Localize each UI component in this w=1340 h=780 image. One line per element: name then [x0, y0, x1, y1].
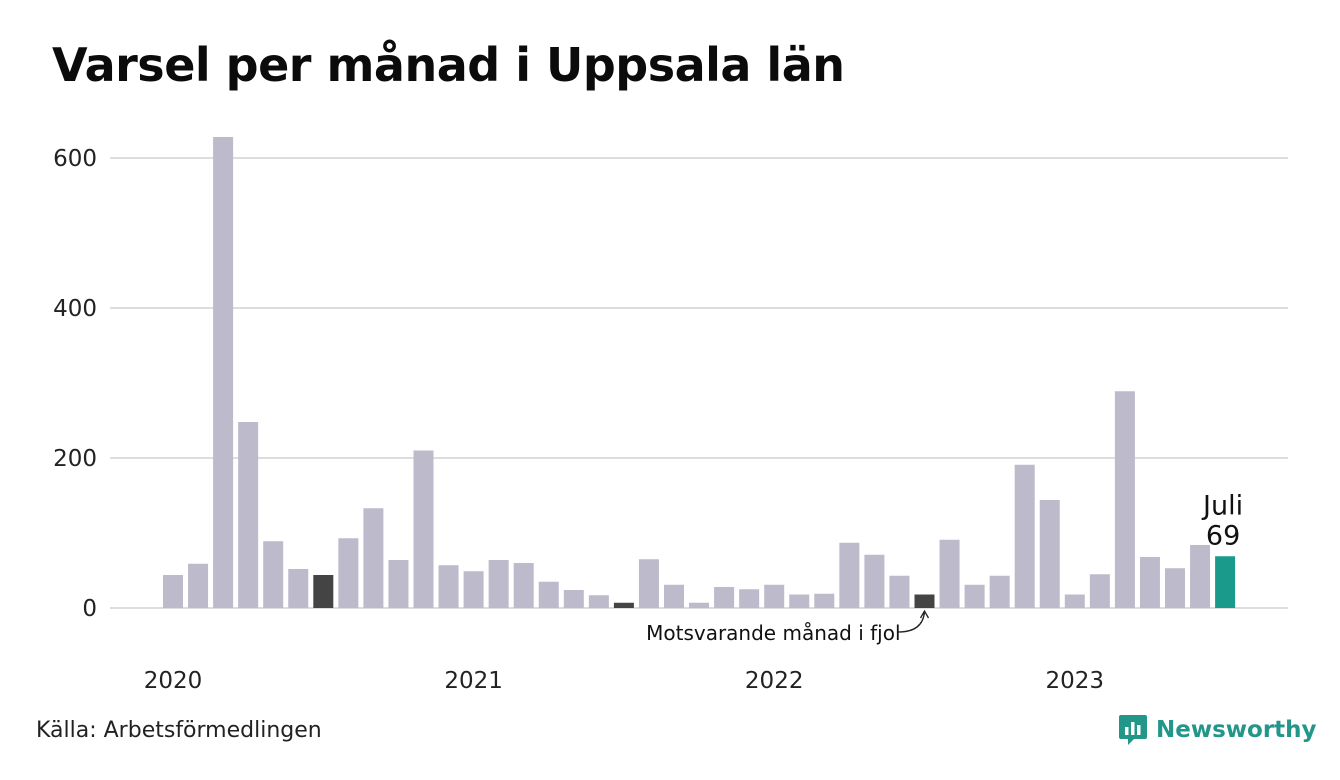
- bar-2020-03: [213, 137, 234, 608]
- bar-2020-02: [188, 563, 209, 608]
- bar-2021-01: [463, 571, 484, 608]
- bar-2023-04: [1139, 557, 1160, 608]
- gridlines: [110, 157, 1288, 609]
- x-year-label: 2020: [144, 668, 203, 694]
- bar-2021-05: [563, 590, 584, 608]
- bar-2022-04: [839, 542, 860, 608]
- bar-2022-07: [914, 594, 935, 608]
- annotation-arrow: [898, 609, 930, 633]
- bar-2020-05: [263, 541, 284, 608]
- bar-2023-06: [1190, 545, 1211, 608]
- bar-2021-02: [488, 560, 509, 608]
- bar-2021-04: [538, 581, 559, 608]
- x-axis-year-labels: 2020 2021 2022 2023: [144, 668, 1104, 694]
- bar-2021-11: [714, 587, 735, 608]
- bar-2021-10: [689, 602, 710, 608]
- bar-2020-01: [163, 575, 183, 608]
- bar-2022-12: [1039, 500, 1060, 608]
- y-tick-label: 0: [82, 596, 97, 622]
- bar-2022-09: [964, 584, 985, 608]
- bar-2022-02: [789, 594, 810, 608]
- bar-chart: 0 200 400 600 2020 2021 2022 2023 Motsvarande …: [53, 137, 1288, 694]
- chart-title: Varsel per månad i Uppsala län: [52, 38, 845, 92]
- bar-2022-10: [989, 575, 1010, 608]
- bar-2020-07: [313, 575, 334, 608]
- brand-logo: Newsworthy: [1118, 713, 1317, 747]
- bar-2020-06: [288, 569, 309, 608]
- bar-2021-08: [638, 559, 659, 608]
- y-tick-label: 200: [53, 446, 97, 472]
- highlight-month-label: Juli: [1201, 490, 1243, 521]
- bar-2022-06: [889, 575, 910, 608]
- bar-2022-01: [764, 584, 785, 608]
- source-note: Källa: Arbetsförmedlingen: [36, 718, 322, 743]
- bar-2023-05: [1165, 568, 1185, 608]
- bar-2023-01: [1064, 594, 1085, 608]
- bar-2022-08: [939, 539, 960, 608]
- annotation: Motsvarande månad i fjol: [646, 609, 930, 645]
- bar-2021-07: [613, 602, 634, 608]
- bar-2021-09: [664, 584, 684, 608]
- bar-2020-11: [413, 450, 434, 608]
- highlight-label: Juli 69: [1201, 490, 1243, 551]
- annotation-text: Motsvarande månad i fjol: [646, 621, 900, 645]
- bar-2020-12: [438, 565, 459, 608]
- bar-2022-05: [864, 554, 885, 608]
- bar-2022-11: [1014, 464, 1035, 608]
- bar-2021-03: [513, 563, 534, 608]
- x-year-label: 2023: [1046, 668, 1105, 694]
- bar-2023-02: [1089, 574, 1110, 608]
- bar-2021-12: [739, 589, 760, 608]
- bar-2023-07: [1215, 556, 1236, 608]
- bar-2023-03: [1114, 391, 1135, 608]
- bar-2022-03: [814, 593, 835, 608]
- x-year-label: 2022: [745, 668, 804, 694]
- y-tick-label: 400: [53, 296, 97, 322]
- newsworthy-logo-icon: [1119, 715, 1147, 745]
- brand-name: Newsworthy: [1156, 717, 1317, 743]
- y-axis-ticks: 0 200 400 600: [53, 146, 97, 622]
- bar-2020-10: [388, 560, 409, 608]
- bar-2020-09: [363, 508, 384, 608]
- bars: [163, 137, 1236, 608]
- x-year-label: 2021: [444, 668, 503, 694]
- bar-2020-08: [338, 538, 359, 608]
- highlight-value-label: 69: [1206, 520, 1240, 551]
- bar-2021-06: [588, 595, 609, 608]
- bar-2020-04: [238, 422, 259, 608]
- y-tick-label: 600: [53, 146, 97, 172]
